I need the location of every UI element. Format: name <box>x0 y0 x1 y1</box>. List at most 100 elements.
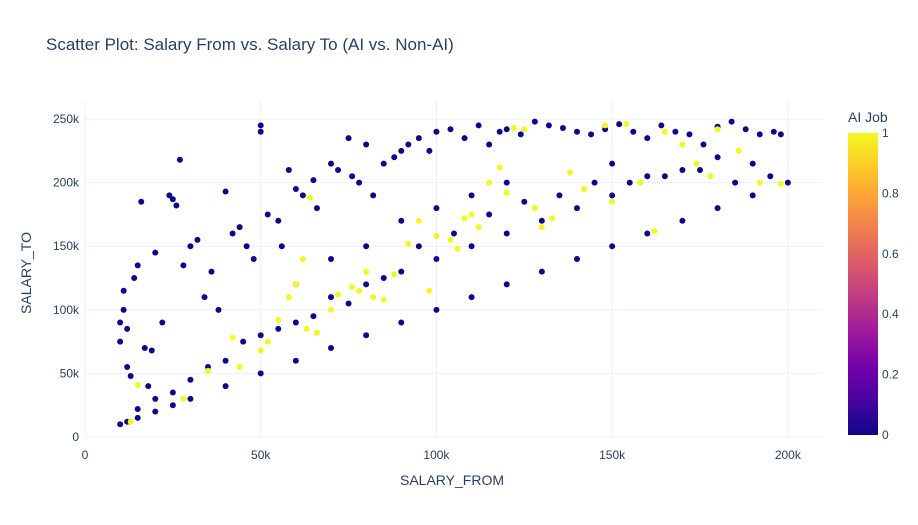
non-ai-job-point <box>169 196 176 203</box>
non-ai-job-point <box>451 230 457 237</box>
non-ai-job-point <box>398 268 405 275</box>
ai-job-point <box>707 173 714 180</box>
ai-job-point <box>275 317 282 324</box>
non-ai-job-point <box>609 192 616 199</box>
non-ai-job-point <box>574 205 580 212</box>
y-tick-labels: 0 50k 100k 150k 200k 250k <box>53 112 80 444</box>
ai-job-point <box>391 271 398 278</box>
non-ai-job-point <box>215 306 222 313</box>
non-ai-job-point <box>672 128 679 135</box>
non-ai-job-point <box>503 230 510 237</box>
x-tick-label: 200k <box>775 448 802 462</box>
non-ai-job-point <box>545 122 552 129</box>
non-ai-job-point <box>609 160 616 167</box>
non-ai-job-point <box>517 131 524 138</box>
non-ai-job-point <box>475 122 482 129</box>
ai-job-point <box>447 236 454 243</box>
non-ai-job-point <box>714 154 721 161</box>
non-ai-job-point <box>117 421 124 428</box>
non-ai-job-point <box>257 122 264 129</box>
non-ai-job-point <box>173 202 180 209</box>
non-ai-job-point <box>134 262 141 269</box>
non-ai-job-point <box>120 306 127 313</box>
ai-job-point <box>468 211 475 218</box>
non-ai-job-point <box>120 287 127 294</box>
ai-job-point <box>299 255 306 262</box>
non-ai-job-point <box>335 166 342 173</box>
non-ai-job-point <box>749 192 756 199</box>
non-ai-job-point <box>134 406 141 413</box>
colorbar-tick-label: 0.6 <box>882 247 899 261</box>
non-ai-job-point <box>630 128 637 135</box>
ai-job-point <box>356 287 363 294</box>
non-ai-job-point <box>328 294 334 301</box>
non-ai-job-point <box>124 325 131 332</box>
ai-job-point <box>433 233 440 240</box>
non-ai-job-point <box>644 173 651 180</box>
non-ai-job-point <box>222 357 229 364</box>
non-ai-job-point <box>609 243 616 250</box>
ai-job-point <box>306 194 313 201</box>
non-ai-job-point <box>433 128 440 135</box>
non-ai-job-point <box>236 224 243 231</box>
ai-job-point <box>735 147 742 154</box>
non-ai-job-point <box>292 357 299 364</box>
non-ai-job-point <box>201 294 208 301</box>
ai-job-point <box>127 418 134 425</box>
non-ai-job-point <box>257 128 264 135</box>
ai-job-point <box>623 121 630 128</box>
non-ai-job-point <box>328 255 334 262</box>
non-ai-job-point <box>229 230 236 237</box>
non-ai-job-point <box>486 141 493 148</box>
ai-job-point <box>679 141 686 148</box>
ai-job-point <box>609 198 616 205</box>
non-ai-job-point <box>159 319 166 326</box>
non-ai-job-point <box>275 325 282 332</box>
non-ai-job-point <box>169 402 176 409</box>
non-ai-job-point <box>148 347 155 354</box>
non-ai-job-point <box>187 243 194 250</box>
ai-job-point <box>426 287 433 294</box>
ai-job-point <box>651 227 658 234</box>
non-ai-job-point <box>391 154 398 161</box>
ai-job-point <box>257 347 264 354</box>
non-ai-job-point <box>398 217 405 224</box>
ai-job-point <box>313 329 320 336</box>
non-ai-job-point <box>257 370 264 377</box>
non-ai-job-point <box>292 186 299 193</box>
ai-job-point <box>405 240 412 247</box>
ai-job-point <box>349 283 356 290</box>
non-ai-job-point <box>380 160 387 167</box>
non-ai-job-point <box>328 344 334 351</box>
ai-job-point <box>637 179 644 186</box>
non-ai-job-point <box>447 126 454 133</box>
non-ai-job-point <box>187 376 194 383</box>
colorbar-tick-label: 0.4 <box>882 307 899 321</box>
non-ai-job-point <box>292 319 299 326</box>
colorbar: AI Job 0 0.2 0.4 0.6 0.8 1 <box>848 109 899 442</box>
non-ai-job-point <box>117 338 124 345</box>
non-ai-job-point <box>574 128 580 135</box>
non-ai-job-point <box>264 211 271 218</box>
non-ai-job-point <box>349 173 356 180</box>
ai-job-point <box>285 294 292 301</box>
non-ai-job-point <box>531 118 538 125</box>
ai-job-point <box>496 164 503 171</box>
non-ai-job-point <box>222 188 229 195</box>
ai-job-point <box>303 325 310 332</box>
ai-job-point <box>521 126 528 133</box>
ai-job-point <box>180 395 187 402</box>
ai-job-point <box>363 268 370 275</box>
colorbar-tick-label: 0.2 <box>882 368 899 382</box>
ai-job-point <box>581 186 588 193</box>
y-tick-label: 250k <box>53 112 80 126</box>
non-ai-job-point <box>345 135 352 142</box>
ai-job-point <box>510 124 517 131</box>
non-ai-job-point <box>176 156 183 163</box>
y-tick-label: 200k <box>53 176 80 190</box>
non-ai-job-point <box>770 128 777 135</box>
ai-job-point <box>486 179 493 186</box>
non-ai-job-point <box>257 332 264 339</box>
non-ai-job-point <box>644 230 651 237</box>
